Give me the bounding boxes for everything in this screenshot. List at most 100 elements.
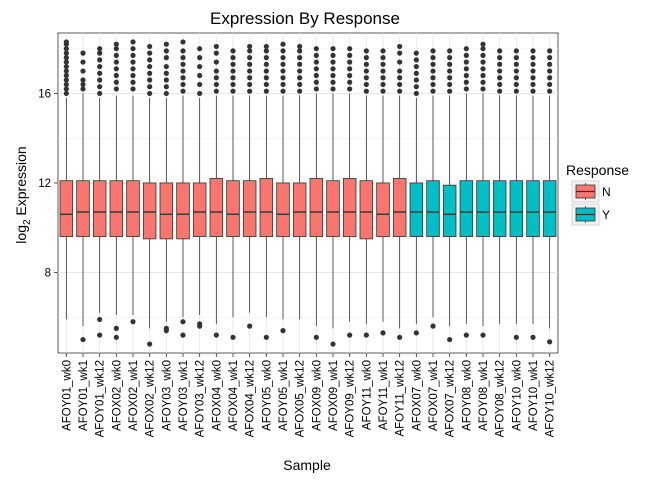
box-AFOX02_wk0 bbox=[109, 41, 124, 340]
outlier-point bbox=[313, 72, 319, 79]
outlier-point bbox=[547, 75, 553, 81]
box-body bbox=[326, 180, 340, 238]
outlier-point bbox=[397, 68, 403, 74]
outlier-point bbox=[213, 75, 219, 81]
outlier-point bbox=[380, 330, 386, 336]
x-tick-label: AFOY11_wk0 bbox=[361, 360, 373, 430]
outlier-point bbox=[330, 341, 336, 347]
box-body bbox=[542, 180, 557, 238]
outlier-point bbox=[363, 68, 369, 74]
box-AFOX07_wk0 bbox=[409, 50, 424, 336]
outlier-point bbox=[163, 90, 169, 97]
box-AFOY05_wk1 bbox=[276, 41, 290, 334]
outlier-point bbox=[497, 48, 503, 54]
outlier-point bbox=[430, 88, 436, 94]
outlier-point bbox=[480, 59, 486, 65]
outlier-point bbox=[213, 68, 219, 74]
outlier-point bbox=[63, 63, 69, 70]
outlier-point bbox=[97, 77, 103, 83]
outlier-point bbox=[330, 72, 336, 79]
outlier-point bbox=[247, 43, 253, 50]
x-tick-label: AFOY01_wk12 bbox=[95, 360, 107, 437]
outlier-point bbox=[547, 55, 553, 61]
box-AFOX04_wk1 bbox=[226, 48, 240, 340]
outlier-point bbox=[63, 77, 69, 83]
box-body bbox=[459, 180, 474, 238]
outlier-point bbox=[397, 81, 403, 88]
outlier-point bbox=[463, 46, 469, 52]
outlier-point bbox=[97, 70, 103, 76]
outlier-point bbox=[530, 61, 536, 67]
x-tick-label: AFOX09_wk0 bbox=[311, 360, 323, 431]
outlier-point bbox=[330, 59, 336, 65]
outlier-point bbox=[297, 68, 303, 74]
outlier-point bbox=[530, 88, 536, 94]
outlier-point bbox=[463, 59, 469, 65]
box-AFOY01_wk0 bbox=[59, 39, 74, 320]
outlier-point bbox=[497, 88, 503, 94]
outlier-point bbox=[380, 75, 386, 81]
box-AFOY01_wk12 bbox=[92, 46, 107, 338]
outlier-point bbox=[180, 55, 186, 61]
outlier-point bbox=[163, 55, 169, 61]
outlier-point bbox=[63, 39, 69, 45]
outlier-point bbox=[297, 81, 303, 88]
outlier-point bbox=[197, 81, 203, 88]
outlier-point bbox=[113, 334, 119, 340]
outlier-point bbox=[147, 63, 153, 70]
box-body bbox=[309, 178, 324, 238]
outlier-point bbox=[430, 61, 436, 67]
box-body bbox=[59, 180, 74, 238]
outlier-point bbox=[80, 77, 86, 83]
outlier-point bbox=[547, 81, 553, 88]
outlier-point bbox=[147, 84, 153, 90]
outlier-point bbox=[330, 52, 336, 58]
outlier-point bbox=[113, 59, 119, 65]
outlier-point bbox=[130, 79, 136, 85]
outlier-point bbox=[230, 81, 236, 88]
box-AFOX07_wk12 bbox=[442, 48, 457, 343]
outlier-point bbox=[397, 43, 403, 50]
outlier-point bbox=[530, 81, 536, 88]
outlier-point bbox=[147, 77, 153, 83]
outlier-point bbox=[380, 61, 386, 67]
outlier-point bbox=[180, 39, 186, 45]
outlier-point bbox=[80, 81, 86, 88]
outlier-point bbox=[530, 68, 536, 74]
outlier-point bbox=[380, 55, 386, 61]
outlier-point bbox=[413, 57, 419, 63]
outlier-point bbox=[63, 46, 69, 52]
outlier-point bbox=[230, 88, 236, 94]
outlier-point bbox=[247, 75, 253, 81]
outlier-point bbox=[413, 50, 419, 56]
plot-panel bbox=[57, 32, 559, 354]
box-body bbox=[176, 182, 190, 240]
box-body bbox=[209, 178, 224, 238]
x-axis-title: Sample bbox=[283, 457, 331, 473]
outlier-point bbox=[480, 86, 486, 92]
x-tick-label: AFOX04_wk0 bbox=[211, 360, 223, 431]
box-body bbox=[126, 180, 140, 238]
outlier-point bbox=[347, 332, 353, 338]
box-body bbox=[392, 178, 407, 238]
box-body bbox=[226, 180, 240, 238]
outlier-point bbox=[280, 88, 286, 94]
outlier-point bbox=[247, 68, 253, 74]
outlier-point bbox=[130, 52, 136, 58]
outlier-point bbox=[447, 336, 453, 343]
box-body bbox=[409, 182, 424, 238]
box-body bbox=[292, 182, 307, 238]
outlier-point bbox=[480, 72, 486, 79]
outlier-point bbox=[430, 81, 436, 88]
outlier-point bbox=[380, 88, 386, 94]
outlier-point bbox=[247, 48, 253, 54]
outlier-point bbox=[230, 61, 236, 67]
y-tick-label: 12 bbox=[38, 178, 51, 190]
outlier-point bbox=[63, 50, 69, 56]
outlier-point bbox=[463, 72, 469, 79]
outlier-point bbox=[247, 81, 253, 88]
box-body bbox=[192, 182, 207, 238]
outlier-point bbox=[480, 79, 486, 85]
outlier-point bbox=[313, 79, 319, 85]
outlier-point bbox=[213, 332, 219, 338]
